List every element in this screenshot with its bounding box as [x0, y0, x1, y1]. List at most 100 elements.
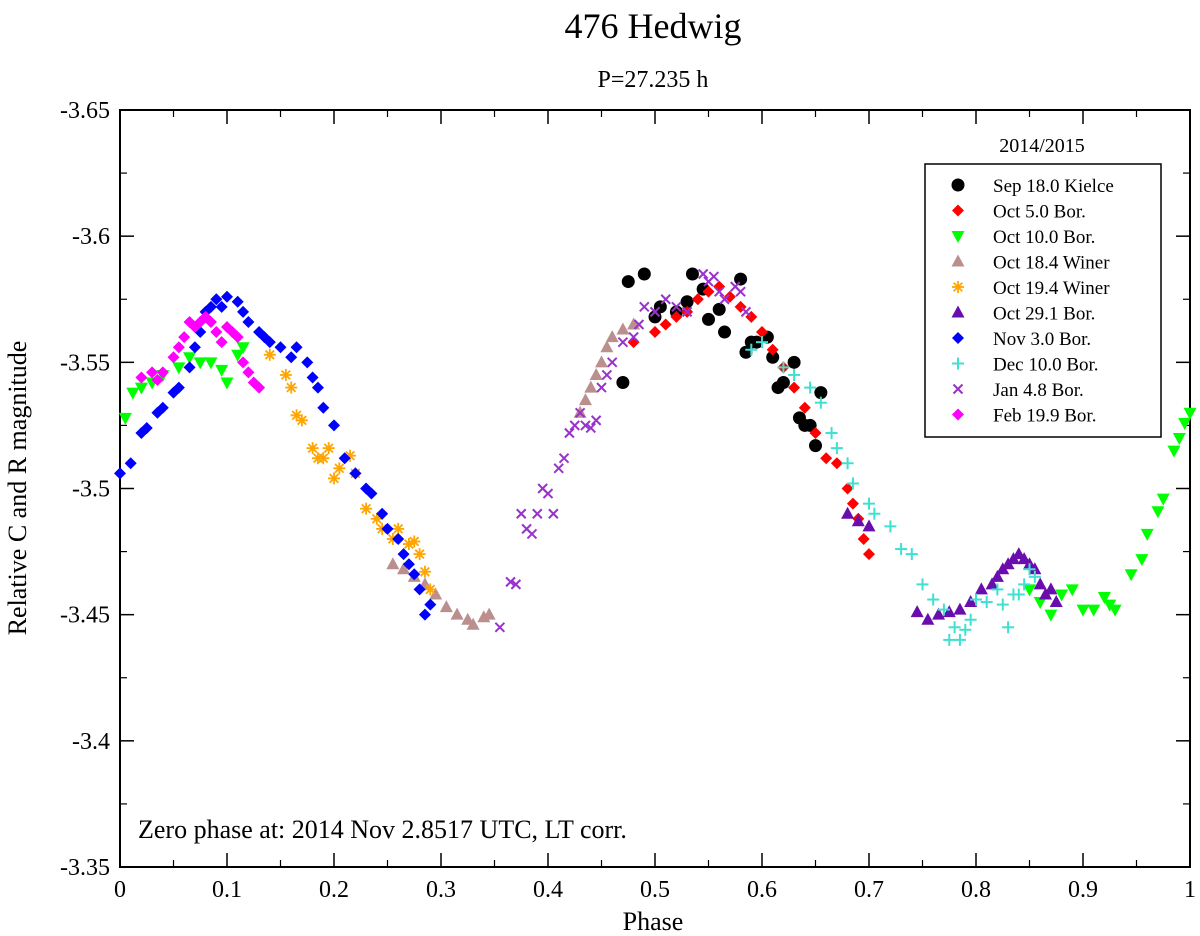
data-point — [605, 330, 619, 343]
chart-subtitle: P=27.235 h — [598, 67, 709, 93]
y-tick-label: -3.5 — [72, 477, 110, 503]
data-point — [685, 267, 699, 281]
data-point — [851, 514, 865, 527]
data-point — [953, 633, 966, 646]
data-point — [413, 548, 426, 561]
data-point — [959, 623, 972, 636]
data-point — [569, 420, 580, 431]
data-point — [215, 336, 228, 349]
data-point — [172, 341, 185, 354]
data-point — [381, 522, 394, 535]
data-point — [804, 381, 817, 394]
legend-marker — [951, 305, 965, 318]
data-point — [285, 381, 298, 394]
data-point — [135, 371, 148, 384]
data-point — [846, 497, 859, 510]
legend-label: Feb 19.9 Bor. — [993, 406, 1096, 427]
data-point — [723, 290, 736, 303]
data-point — [1023, 563, 1036, 576]
data-point — [253, 381, 266, 394]
data-point — [590, 415, 602, 426]
x-tick-label: 0.9 — [1068, 877, 1098, 903]
data-point — [1140, 528, 1154, 541]
data-point — [178, 331, 191, 344]
data-point — [439, 600, 453, 613]
data-series — [114, 267, 1197, 646]
data-point — [1097, 592, 1111, 605]
data-point — [210, 326, 223, 339]
data-point — [151, 373, 164, 386]
data-point — [188, 341, 201, 354]
data-point — [719, 294, 730, 305]
data-point — [290, 341, 303, 354]
x-tick-label: 0.3 — [426, 877, 456, 903]
data-point — [466, 617, 480, 630]
y-tick-label: -3.6 — [72, 224, 110, 250]
data-point — [862, 519, 876, 532]
data-point — [183, 361, 196, 374]
data-point — [777, 361, 790, 374]
data-point — [1018, 578, 1031, 591]
y-tick-label: -3.65 — [60, 98, 110, 124]
data-point — [585, 422, 597, 434]
data-point — [220, 377, 234, 390]
data-point — [290, 409, 303, 422]
data-point — [1023, 584, 1036, 597]
data-point — [365, 487, 378, 500]
data-point — [386, 557, 400, 570]
series-7 — [745, 336, 1041, 646]
data-point — [916, 578, 929, 591]
data-point — [910, 605, 924, 618]
data-point — [980, 596, 993, 609]
legend-label: Sep 18.0 Kielce — [993, 176, 1114, 197]
data-point — [787, 355, 801, 369]
legend-marker — [952, 332, 964, 344]
legend-label: Jan 4.8 Bor. — [993, 380, 1084, 401]
data-point — [691, 293, 704, 306]
data-point — [659, 318, 672, 331]
data-point — [1028, 570, 1041, 583]
data-point — [376, 507, 389, 520]
data-point — [295, 414, 308, 427]
data-point — [803, 418, 817, 432]
data-point — [450, 607, 464, 620]
data-point — [183, 352, 197, 365]
data-point — [970, 593, 982, 606]
legend-marker — [952, 204, 964, 217]
data-point — [1033, 577, 1047, 590]
data-point — [333, 462, 346, 475]
x-tick-label: 0.7 — [854, 877, 884, 903]
data-point — [974, 582, 988, 595]
data-point — [868, 507, 881, 520]
data-point — [424, 598, 437, 611]
legend-marker — [952, 408, 964, 421]
x-tick-label: 1 — [1184, 877, 1196, 903]
data-point — [905, 548, 918, 561]
data-point — [285, 351, 298, 364]
data-point — [788, 381, 801, 394]
data-point — [991, 583, 1004, 596]
data-point — [841, 457, 854, 470]
data-point — [1183, 407, 1197, 420]
data-point — [809, 426, 822, 439]
legend-marker — [952, 357, 964, 370]
data-point — [1135, 554, 1149, 567]
data-point — [236, 342, 250, 355]
x-axis-label: Phase — [623, 907, 684, 936]
data-point — [204, 357, 218, 370]
data-point — [494, 622, 506, 633]
data-point — [708, 271, 720, 282]
data-point — [156, 366, 169, 379]
data-point — [413, 583, 426, 596]
data-point — [680, 295, 694, 309]
data-point — [830, 457, 843, 470]
data-point — [424, 583, 437, 596]
data-point — [156, 401, 169, 414]
data-point — [670, 310, 683, 323]
data-point — [429, 587, 443, 600]
y-tick-labels: -3.65 -3.6 -3.55 -3.5 -3.45 -3.4 -3.35 — [60, 98, 110, 881]
data-point — [172, 362, 186, 375]
data-point — [146, 366, 159, 379]
data-point — [134, 382, 148, 395]
